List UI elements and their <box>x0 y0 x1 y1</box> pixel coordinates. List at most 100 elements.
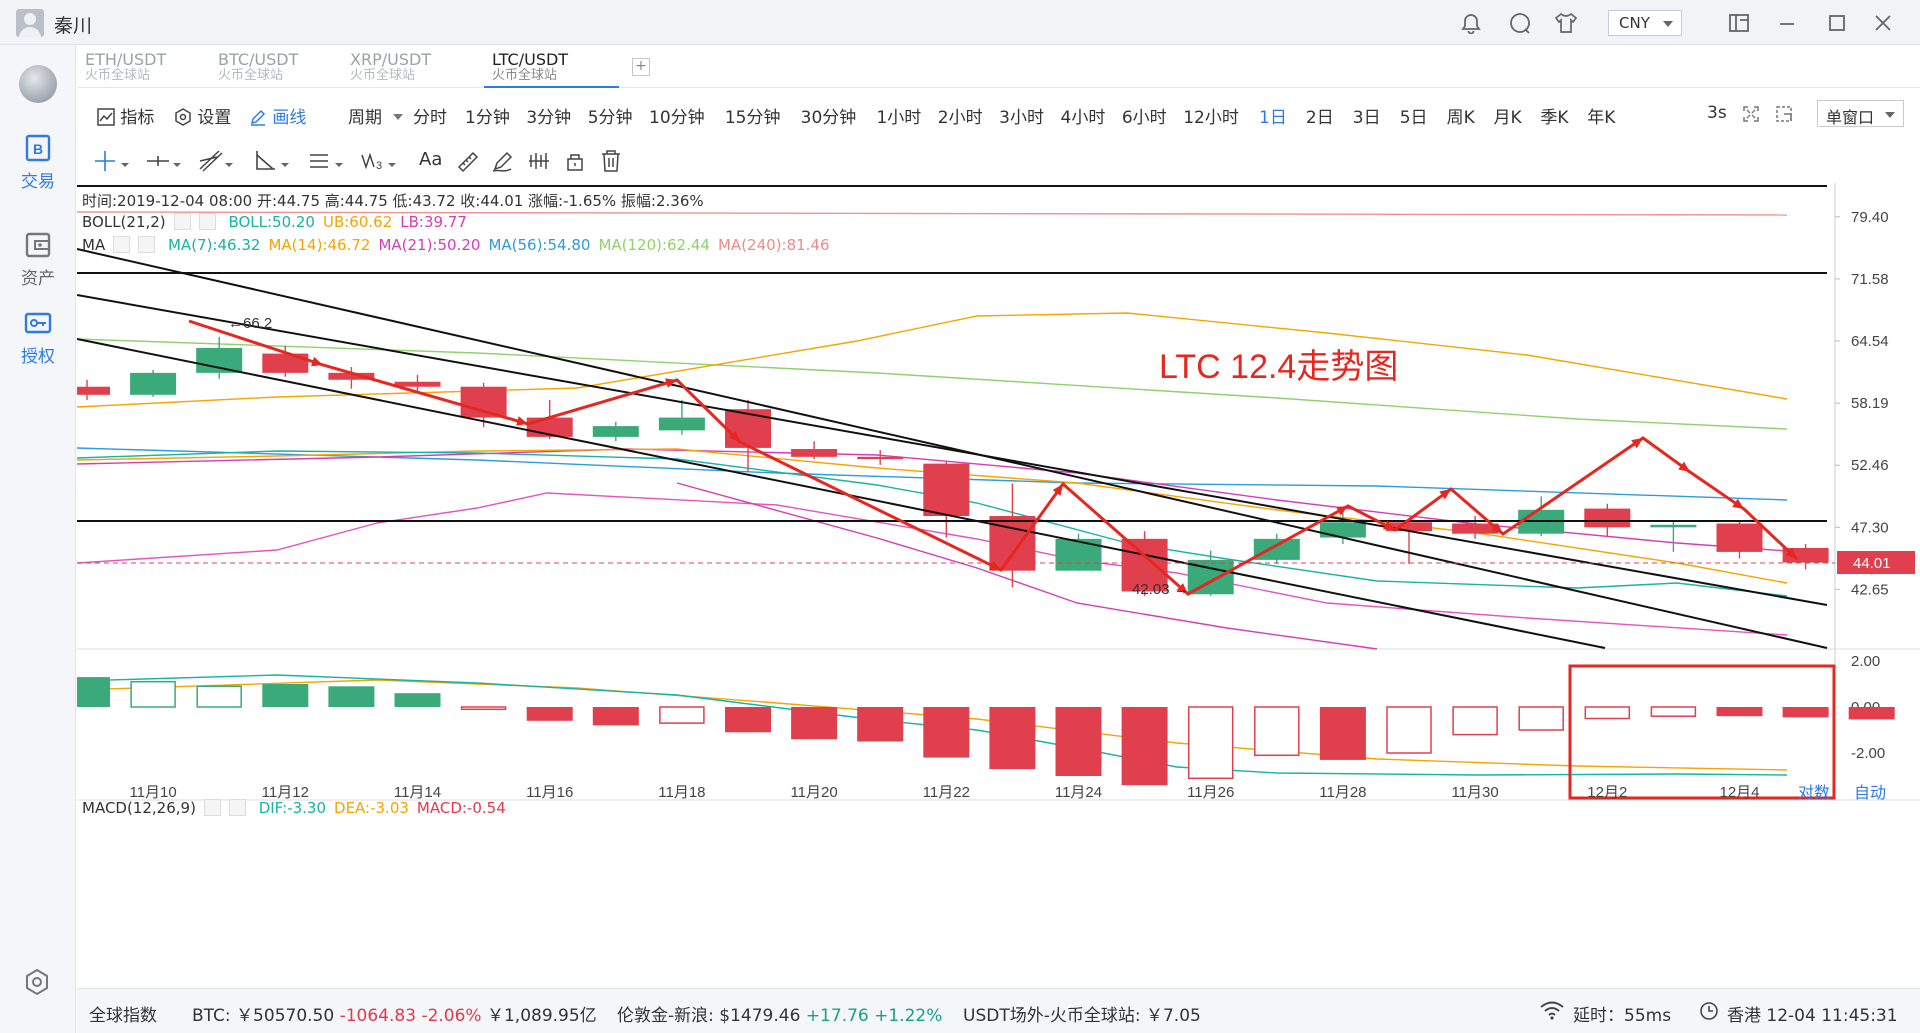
period-option[interactable]: 3小时 <box>999 108 1044 128</box>
close-icon[interactable] <box>138 236 156 253</box>
period-option[interactable]: 5分钟 <box>587 108 633 128</box>
date-axis-label: 11月24 <box>1055 784 1102 801</box>
price-axis-label: 42.65 <box>1851 581 1889 598</box>
popout-icon[interactable] <box>1775 105 1793 128</box>
close-icon[interactable] <box>198 213 216 230</box>
arrow-head <box>1678 461 1690 472</box>
macd-bar <box>1518 706 1564 731</box>
ruler-tool-icon[interactable] <box>455 147 481 175</box>
drawing-toolbar: 3 Aa <box>77 139 1920 183</box>
tab-btc-usdt[interactable]: BTC/USDT 火币全球站 <box>210 51 298 88</box>
tab-xrp-usdt[interactable]: XRP/USDT 火币全球站 <box>342 51 431 88</box>
candle-body <box>1121 538 1168 592</box>
maximize-icon[interactable] <box>1826 12 1848 34</box>
skin-icon[interactable] <box>1554 12 1578 34</box>
ma-value: MA(21):50.20 <box>378 236 481 254</box>
symbol-tabs: ETH/USDT 火币全球站 BTC/USDT 火币全球站 XRP/USDT 火… <box>77 45 1920 88</box>
sidebar-item-authorize[interactable]: 授权 <box>0 308 76 367</box>
usdt-ticker[interactable]: USDT场外-火币全球站: ￥7.05 <box>963 1001 1201 1026</box>
period-option[interactable]: 30分钟 <box>800 108 857 128</box>
period-dropdown[interactable]: 周期 <box>348 103 404 128</box>
fullscreen-icon[interactable] <box>1742 105 1760 128</box>
channel-line <box>76 294 1828 606</box>
global-index-link[interactable]: 全球指数 <box>89 1006 157 1026</box>
refresh-interval[interactable]: 3s <box>1707 103 1727 123</box>
message-icon[interactable] <box>1508 12 1530 34</box>
settings-icon[interactable] <box>173 213 191 230</box>
crosshair-tool-icon[interactable] <box>93 147 133 175</box>
period-option[interactable]: 2日 <box>1305 108 1334 128</box>
avatar[interactable] <box>16 9 44 37</box>
trend-line-tool-icon[interactable] <box>197 147 237 175</box>
period-dropdown-label: 周期 <box>348 108 382 128</box>
ma-value: MA(120):62.44 <box>598 236 710 254</box>
macd-value: MACD:-0.54 <box>416 799 506 817</box>
arrow-head <box>1732 498 1744 509</box>
sidebar-item-label: 交易 <box>21 172 55 192</box>
chart-area[interactable]: LTC 12.4走势图 ←66.2 42.03 → 79.40 71.58 64.54 58… <box>64 183 1920 983</box>
arrow-head <box>1785 547 1797 559</box>
close-icon[interactable] <box>228 799 246 816</box>
highlight-box <box>1568 664 1836 800</box>
currency-select[interactable]: CNY <box>1608 10 1682 36</box>
bell-icon[interactable] <box>1460 12 1482 35</box>
sidebar-item-assets[interactable]: 资产 <box>0 230 76 289</box>
window-mode-select[interactable]: 单窗口 <box>1817 100 1904 127</box>
indicators-button[interactable]: 指标 <box>97 103 154 128</box>
settings-icon[interactable] <box>203 799 221 816</box>
svg-text:B: B <box>33 141 43 157</box>
settings-gear-icon[interactable] <box>22 967 52 1001</box>
close-icon[interactable] <box>1872 12 1894 34</box>
candlestick-chart[interactable]: LTC 12.4走势图 ←66.2 42.03 → 79.40 71.58 64.54 58… <box>64 183 1920 983</box>
period-option[interactable]: 分时 <box>413 108 447 128</box>
period-option[interactable]: 4小时 <box>1060 108 1106 128</box>
price-axis-label: 79.40 <box>1851 209 1889 226</box>
period-option[interactable]: 季K <box>1540 108 1569 128</box>
channel-line <box>76 338 1606 649</box>
tab-ltc-usdt[interactable]: LTC/USDT 火币全球站 <box>484 51 619 88</box>
settings-button[interactable]: 设置 <box>174 103 231 128</box>
measure-tool-icon[interactable] <box>527 147 553 175</box>
tab-eth-usdt[interactable]: ETH/USDT 火币全球站 <box>77 51 166 88</box>
period-option[interactable]: 15分钟 <box>724 108 781 128</box>
period-option[interactable]: 3分钟 <box>526 108 572 128</box>
angle-tool-icon[interactable] <box>253 147 293 175</box>
period-option[interactable]: 月K <box>1493 108 1522 128</box>
period-option[interactable]: 周K <box>1446 108 1475 128</box>
gold-ticker[interactable]: 伦敦金-新浪: $1479.46 +17.76 +1.22% <box>617 1001 942 1026</box>
period-option[interactable]: 12小时 <box>1183 108 1239 128</box>
layout-icon[interactable] <box>1728 12 1750 34</box>
period-option[interactable]: 3日 <box>1352 108 1381 128</box>
macd-bar <box>64 677 110 707</box>
add-tab-button[interactable]: + <box>632 58 650 76</box>
sidebar-item-trade[interactable]: B 交易 <box>0 133 76 192</box>
period-option[interactable]: 6小时 <box>1121 108 1167 128</box>
draw-line-button[interactable]: 画线 <box>249 103 306 128</box>
period-option[interactable]: 1日 <box>1259 108 1287 128</box>
period-toolbar: 指标 设置 画线 周期 分时 1分钟 3分钟 5分钟 10分钟 15分钟 30分钟 1小时 2小… <box>77 89 1920 139</box>
dea-line <box>76 679 1788 771</box>
ohlc-info-line: 时间:2019-12-04 08:00 开:44.75 高:44.75 低:43… <box>82 192 704 210</box>
delete-tool-icon[interactable] <box>599 147 625 175</box>
period-option[interactable]: 1小时 <box>876 108 922 128</box>
settings-icon[interactable] <box>113 236 131 253</box>
btc-ticker[interactable]: BTC: ￥50570.50 -1064.83 -2.06% ￥1,089.95… <box>192 1001 597 1026</box>
tab-pair: ETH/USDT <box>85 50 167 69</box>
window-mode-value: 单窗口 <box>1826 108 1875 127</box>
period-option[interactable]: 5日 <box>1399 108 1428 128</box>
date-axis-label: 11月14 <box>394 784 441 801</box>
period-option[interactable]: 年K <box>1587 108 1616 128</box>
macd-legend: MACD(12,26,9) DIF:-3.30 DEA:-3.03 MACD:-0.… <box>82 799 514 817</box>
period-option[interactable]: 1分钟 <box>465 108 510 128</box>
minimize-icon[interactable] <box>1776 12 1798 34</box>
period-option[interactable]: 2小时 <box>937 108 983 128</box>
period-option[interactable]: 10分钟 <box>649 108 705 128</box>
brush-tool-icon[interactable] <box>491 147 517 175</box>
chevron-down-icon <box>1885 112 1895 118</box>
horizontal-line-tool-icon[interactable] <box>145 147 185 175</box>
candle-body <box>592 426 639 437</box>
parallel-lines-tool-icon[interactable] <box>307 147 347 175</box>
lock-tool-icon[interactable] <box>563 147 589 175</box>
wave-tool-icon[interactable]: 3 <box>360 147 400 175</box>
text-tool[interactable]: Aa <box>419 149 443 170</box>
